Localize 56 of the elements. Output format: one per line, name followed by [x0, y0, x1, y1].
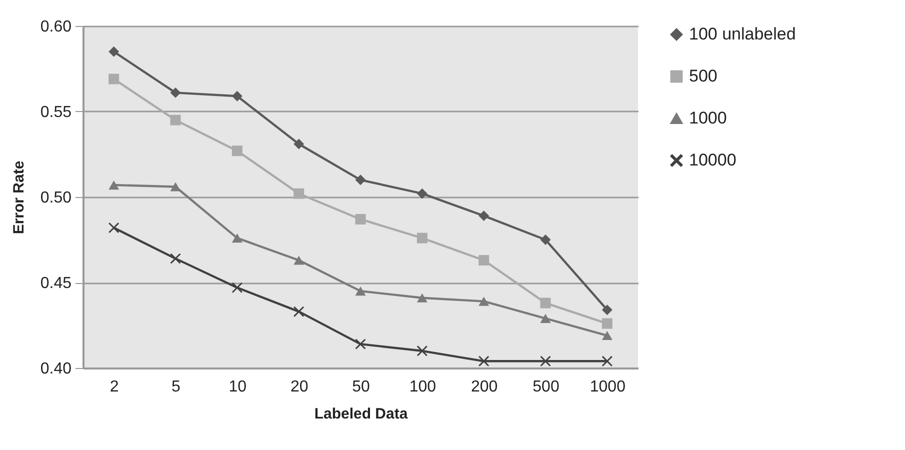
point — [294, 138, 304, 150]
x-tick-label: 2 — [110, 378, 119, 396]
y-tick-label: 0.45 — [40, 275, 72, 292]
point — [355, 286, 366, 296]
point — [294, 188, 304, 199]
point — [416, 293, 428, 302]
point — [602, 304, 612, 316]
point — [602, 356, 612, 366]
point — [540, 356, 551, 366]
point — [602, 318, 612, 329]
y-tick-label: 0.55 — [40, 104, 72, 121]
legend-label: 500 — [689, 66, 718, 86]
point — [294, 306, 304, 317]
y-tick-label: 0.60 — [40, 18, 72, 36]
point — [355, 338, 366, 350]
point — [108, 222, 120, 234]
x-axis-title: Labeled Data — [314, 406, 408, 422]
point — [294, 256, 304, 265]
y-tick-label: 0.50 — [40, 190, 72, 206]
x-tick-label: 500 — [532, 378, 560, 396]
x-tick-label: 5 — [172, 378, 181, 396]
point — [108, 180, 120, 190]
point — [170, 182, 181, 192]
point — [478, 210, 490, 222]
point — [478, 255, 490, 266]
point — [602, 330, 612, 340]
legend-label: 10000 — [689, 150, 736, 170]
point — [170, 87, 181, 98]
x-tick-label: 10 — [228, 378, 247, 396]
x-tick-label: 200 — [470, 378, 498, 396]
x-tick-label: 50 — [352, 378, 370, 396]
point — [540, 234, 551, 245]
legend-label: 100 unlabeled — [689, 24, 796, 44]
y-tick-label: 0.40 — [40, 360, 72, 378]
point — [170, 253, 181, 264]
point — [170, 114, 181, 126]
point — [416, 346, 428, 356]
y-axis-title: Error Rate — [10, 160, 28, 234]
point — [416, 188, 428, 199]
point — [355, 174, 366, 186]
x-tick-label: 100 — [409, 378, 436, 396]
point — [108, 74, 120, 84]
x-tick-label: 1000 — [590, 378, 626, 396]
point — [478, 296, 490, 306]
point — [108, 46, 120, 57]
point — [232, 90, 242, 102]
point — [232, 234, 242, 243]
point — [416, 232, 428, 244]
point — [355, 214, 366, 224]
point — [232, 282, 242, 293]
point — [540, 298, 551, 308]
x-tick-label: 20 — [290, 378, 308, 396]
point — [232, 146, 242, 156]
point — [478, 356, 490, 366]
point — [540, 314, 551, 323]
legend-label: 1000 — [689, 108, 727, 128]
